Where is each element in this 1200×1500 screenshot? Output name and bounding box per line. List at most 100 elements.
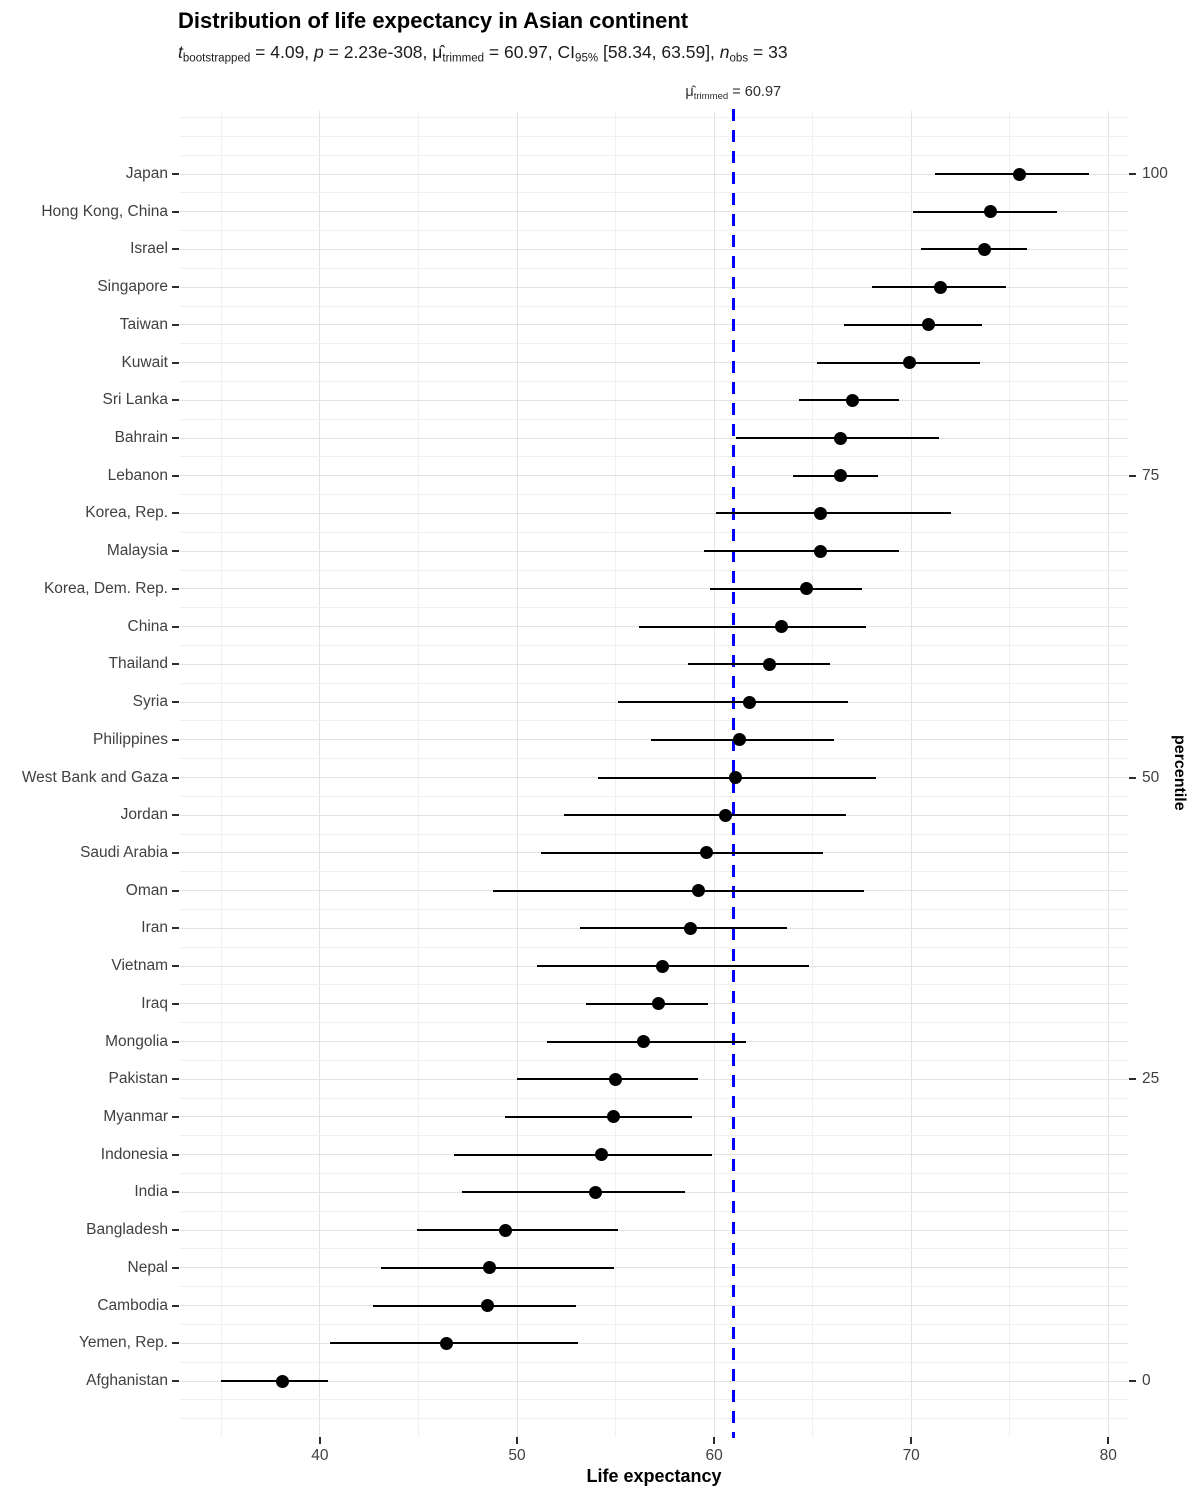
gridline-h-major (180, 550, 1128, 552)
data-point (833, 469, 847, 483)
y-axis-tick (172, 399, 179, 402)
data-point (1013, 167, 1027, 181)
gridline-h-minor (180, 1323, 1128, 1325)
y-axis-title-percentile: percentile (1171, 735, 1188, 811)
gridline-v-minor (615, 111, 617, 1437)
y-axis-tick (172, 323, 179, 326)
gridline-h-major (180, 248, 1128, 250)
y-axis-tick (172, 1002, 179, 1005)
gridline-h-minor (180, 418, 1128, 420)
gridline-h-minor (180, 833, 1128, 835)
data-point (636, 1035, 650, 1049)
ci-bar (688, 663, 831, 666)
percentile-tick (1129, 776, 1136, 779)
country-label: Bangladesh (86, 1221, 168, 1239)
data-point (439, 1336, 453, 1350)
gridline-h-minor (180, 1248, 1128, 1250)
gridline-v-major (516, 111, 518, 1437)
y-axis-tick (172, 776, 179, 779)
gridline-h-major (180, 286, 1128, 288)
y-axis-tick (172, 814, 179, 817)
country-label: Korea, Dem. Rep. (43, 579, 168, 597)
percentile-tick-label: 25 (1142, 1070, 1160, 1088)
y-axis-tick (172, 1191, 179, 1194)
y-axis-tick (172, 965, 179, 968)
country-label: Sri Lanka (102, 391, 168, 409)
x-tick-label: 60 (705, 1447, 723, 1464)
gridline-h-major (180, 663, 1128, 665)
country-label: Thailand (108, 655, 168, 673)
percentile-tick (1129, 1078, 1136, 1081)
data-point (609, 1072, 623, 1086)
gridline-v-major (1107, 111, 1109, 1437)
y-axis-tick (172, 173, 179, 175)
y-axis-tick (172, 1229, 179, 1232)
gridline-h-minor (180, 1173, 1128, 1175)
gridline-h-minor (180, 1210, 1128, 1212)
data-point (774, 620, 788, 634)
y-axis-tick (172, 474, 179, 477)
gridline-h-minor (180, 531, 1128, 533)
y-axis-tick (172, 210, 179, 213)
ci-bar (540, 851, 823, 854)
gridline-h-minor (180, 494, 1128, 496)
data-point (683, 921, 697, 935)
y-axis-tick (172, 286, 179, 289)
gridline-h-minor (180, 720, 1128, 722)
country-label: Iran (141, 919, 168, 937)
ci-bar (373, 1304, 577, 1307)
data-point (762, 657, 776, 671)
country-label: West Bank and Gaza (21, 768, 168, 786)
country-label: Iraq (141, 994, 168, 1012)
gridline-v-minor (812, 111, 814, 1437)
gridline-h-major (180, 512, 1128, 514)
country-label: Mongolia (105, 1032, 168, 1050)
y-axis-tick (172, 248, 179, 251)
gridline-h-minor (180, 135, 1128, 137)
percentile-tick (1129, 173, 1136, 175)
data-point (743, 695, 757, 709)
data-point (902, 356, 916, 370)
y-axis-tick (172, 663, 179, 666)
y-axis-tick (172, 512, 179, 515)
y-axis-tick (172, 1078, 179, 1081)
country-label: India (134, 1183, 168, 1201)
country-label: Israel (130, 240, 168, 258)
ci-bar (704, 550, 900, 553)
gridline-h-minor (180, 230, 1128, 232)
data-point (983, 205, 997, 219)
data-point (733, 733, 747, 747)
country-label: Singapore (97, 278, 168, 296)
gridline-h-minor (180, 946, 1128, 948)
y-axis-tick (172, 1266, 179, 1269)
data-point (934, 280, 948, 294)
gridline-v-minor (417, 111, 419, 1437)
percentile-tick (1129, 1380, 1136, 1382)
ci-bar (564, 814, 847, 817)
ci-bar (921, 248, 1028, 251)
y-axis-tick (172, 1380, 179, 1382)
gridline-h-major (180, 1229, 1128, 1231)
country-label: Vietnam (111, 957, 168, 975)
gridline-h-major (180, 173, 1128, 175)
data-point (977, 242, 991, 256)
gridline-v-major (713, 111, 715, 1437)
gridline-h-major (180, 324, 1128, 326)
ci-bar (586, 1002, 709, 1005)
country-label: Saudi Arabia (80, 843, 168, 861)
x-axis-tick (713, 1437, 716, 1444)
y-axis-tick (172, 701, 179, 704)
gridline-h-major (180, 1342, 1128, 1344)
gridline-h-minor (180, 607, 1128, 609)
vline-annotation: μ̂trimmed = 60.97 (685, 84, 782, 102)
gridline-h-minor (180, 682, 1128, 684)
gridline-h-minor (180, 909, 1128, 911)
data-point (922, 318, 936, 332)
country-label: Pakistan (108, 1070, 168, 1088)
chart-title: Distribution of life expectancy in Asian… (178, 8, 689, 33)
data-point (691, 884, 705, 898)
ci-bar (505, 1115, 693, 1118)
gridline-h-minor (180, 192, 1128, 194)
gridline-h-minor (180, 984, 1128, 986)
